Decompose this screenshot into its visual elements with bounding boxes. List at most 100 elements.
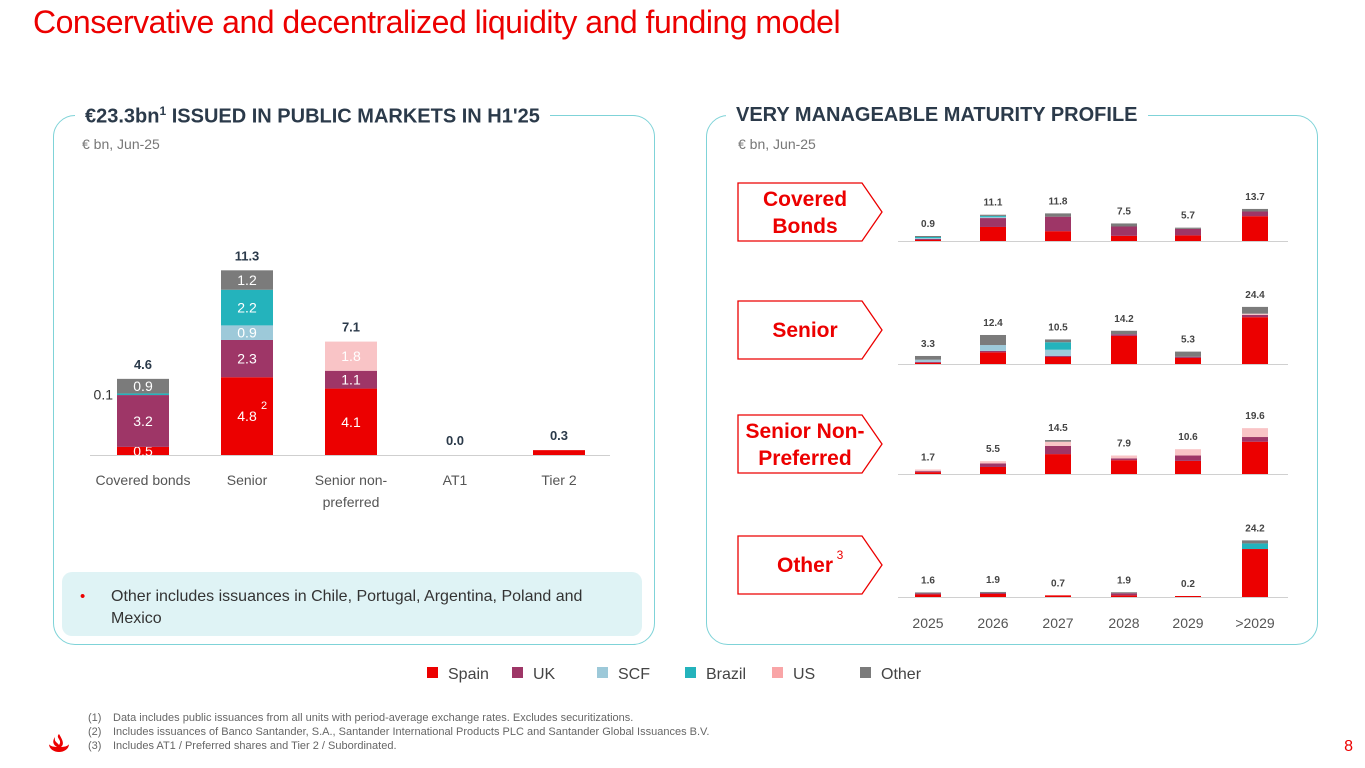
bar-segment-2026-other <box>980 214 1006 216</box>
total-label: 10.6 <box>1178 432 1198 443</box>
total-label: 11.1 <box>984 198 1003 209</box>
category-label: Covered bonds <box>96 472 191 488</box>
total-label: 13.7 <box>1245 192 1265 203</box>
total-label: 24.2 <box>1245 523 1265 534</box>
bar-segment-2026-us <box>980 461 1006 464</box>
bar-segment-2025-us <box>915 469 941 472</box>
bar-segment->2029-spain <box>1242 441 1268 474</box>
total-label: 11.8 <box>1049 196 1068 207</box>
total-label: 24.4 <box>1245 290 1265 301</box>
bar-segment-2027-spain <box>1045 231 1071 241</box>
bar-segment-2027-brazil <box>1045 342 1071 350</box>
year-label: 2028 <box>1108 615 1139 631</box>
bar-segment-2027-spain <box>1045 595 1071 597</box>
bar-segment->2029-uk <box>1242 314 1268 318</box>
legend-label: US <box>793 666 816 683</box>
legend-item-uk: UK <box>512 666 555 684</box>
bar-segment-2028-spain <box>1111 595 1137 597</box>
bar-segment->2029-spain <box>1242 317 1268 364</box>
bar-segment-2026-uk <box>980 463 1006 467</box>
note-text: Other includes issuances in Chile, Portu… <box>111 588 583 627</box>
bar-segment-2028-us <box>1111 455 1137 459</box>
footnote-text: Includes issuances of Banco Santander, S… <box>113 726 710 738</box>
bar-segment-covered-bonds-uk <box>117 395 169 447</box>
legend-label: Spain <box>448 666 489 683</box>
bar-segment-2028-spain <box>1111 335 1137 364</box>
bar-segment-covered-bonds-brazil <box>117 393 169 396</box>
bar-segment-2025-scf <box>915 238 941 239</box>
total-label: 1.7 <box>921 452 935 463</box>
bar-segment-2025-spain <box>915 362 941 364</box>
row-label-box-senior <box>737 300 883 360</box>
row-label: Senior <box>772 319 837 342</box>
legend-item-scf: SCF <box>597 666 650 684</box>
total-label: 12.4 <box>983 318 1003 329</box>
note-box: • Other includes issuances in Chile, Por… <box>62 572 642 636</box>
data-label: 4.8 <box>237 408 257 424</box>
total-label: 1.9 <box>986 575 1000 586</box>
year-label: >2029 <box>1235 615 1275 631</box>
bar-segment-2025-other <box>915 236 941 237</box>
bar-segment->2029-us <box>1242 428 1268 438</box>
legend-swatch <box>860 667 871 678</box>
total-label: 3.3 <box>921 339 935 350</box>
bar-segment-2026-other <box>980 334 1006 346</box>
bar-segment-2027-uk <box>1045 355 1071 357</box>
data-label: 0.9 <box>237 325 257 341</box>
footnote: (1) Data includes public issuances from a… <box>88 711 709 725</box>
bar-segment-2028-spain <box>1111 460 1137 474</box>
bar-segment-2026-spain <box>980 352 1006 364</box>
data-label: 0.9 <box>133 378 153 394</box>
bar-segment-2027-spain <box>1045 356 1071 364</box>
legend-item-us: US <box>772 666 815 684</box>
footnote-marker: 2 <box>261 400 267 412</box>
legend: Spain UK SCF Brazil US Other <box>0 666 1365 686</box>
bar-segment-2026-spain <box>980 226 1006 241</box>
row-label: Covered <box>763 188 847 211</box>
bar-segment-2026-other <box>980 591 1006 593</box>
bar-segment-senior-other <box>221 270 273 290</box>
footnote-text: Data includes public issuances from all … <box>113 712 634 724</box>
page-title: Conservative and decentralized liquidity… <box>33 4 841 40</box>
legend-item-other: Other <box>860 666 921 684</box>
year-label: 2026 <box>977 615 1008 631</box>
bar-segment-covered-bonds-other <box>117 378 169 394</box>
bar-segment-2027-scf <box>1045 349 1071 356</box>
bar-segment-2025-other <box>915 355 941 360</box>
bar-segment-2025-uk <box>915 361 941 363</box>
data-label: 2.3 <box>237 351 257 367</box>
bar-segment-senior-non-preferred-uk <box>325 370 377 389</box>
legend-item-spain: Spain <box>427 666 489 684</box>
bar-segment-2026-brazil <box>980 215 1006 217</box>
bar-segment-2025-scf <box>915 359 941 362</box>
bar-segment-2028-uk <box>1111 226 1137 236</box>
footnote-marker: 3 <box>837 548 844 562</box>
bar-segment-2029-uk <box>1175 455 1201 461</box>
total-label: 19.6 <box>1245 411 1265 422</box>
bar-segment->2029-spain <box>1242 549 1268 597</box>
bar-segment->2029-brazil <box>1242 543 1268 550</box>
total-label: 0.7 <box>1051 578 1065 589</box>
total-label: 5.5 <box>986 444 1000 455</box>
total-label: 14.5 <box>1048 423 1068 434</box>
bar-segment->2029-other <box>1242 540 1268 544</box>
legend-swatch <box>512 667 523 678</box>
row-label: Preferred <box>758 447 851 470</box>
bar-segment-tier-2-spain <box>533 450 585 455</box>
year-label: 2029 <box>1172 615 1203 631</box>
bar-segment-2027-other <box>1045 339 1071 343</box>
category-label: Tier 2 <box>541 472 576 488</box>
footnote-text: Includes AT1 / Preferred shares and Tier… <box>113 740 397 752</box>
bar-segment-2025-spain <box>915 240 941 241</box>
total-label: 5.7 <box>1181 211 1195 222</box>
issuance-panel-heading: €23.3bn1 ISSUED IN PUBLIC MARKETS IN H1'… <box>75 104 550 129</box>
bar-segment-2026-scf <box>980 345 1006 351</box>
row-label: Other <box>777 554 833 577</box>
bar-segment-2029-spain <box>1175 235 1201 241</box>
footnote: (2) Includes issuances of Banco Santander… <box>88 725 709 739</box>
data-label: 1.2 <box>237 272 257 288</box>
bar-segment-senior-non-preferred-us <box>325 341 377 371</box>
total-label: 1.6 <box>921 575 935 586</box>
legend-swatch <box>597 667 608 678</box>
bar-segment-2025-spain <box>915 472 941 474</box>
